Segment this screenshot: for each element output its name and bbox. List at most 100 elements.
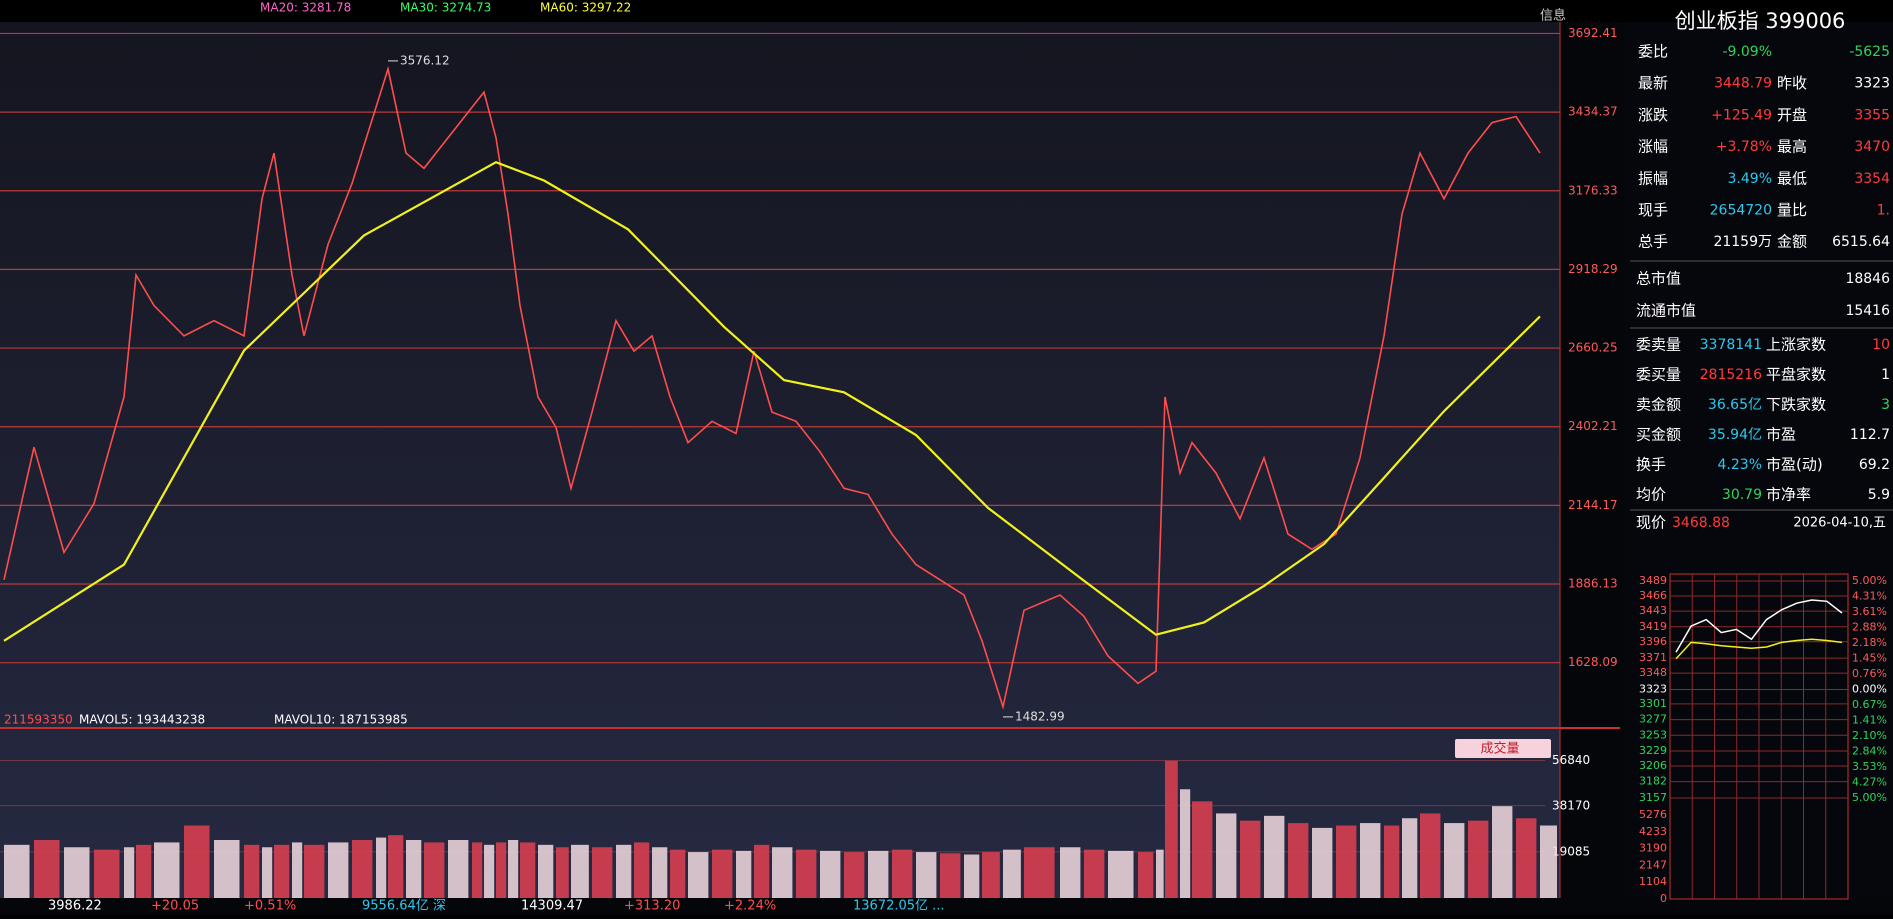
quote-value: 10: [1872, 337, 1890, 353]
volume-bar: [940, 853, 961, 898]
quote-label: 均价: [1636, 486, 1666, 504]
intraday-price-tick: 3323: [1639, 683, 1667, 696]
info-button[interactable]: 信息: [1540, 8, 1566, 24]
y-tick-label: 3176.33: [1568, 183, 1618, 197]
volume-bar: [352, 840, 373, 898]
date: 2026-04-10,五: [1793, 516, 1886, 531]
quote-value: 3: [1881, 397, 1890, 413]
volume-button-label[interactable]: 成交量: [1480, 741, 1519, 757]
volume-bar: [820, 850, 841, 898]
volume-bar: [1180, 789, 1191, 898]
volume-bar: [868, 850, 889, 898]
quote-value: +3.78%: [1716, 139, 1772, 155]
volume-bar: [796, 849, 817, 898]
volume-bar: [1444, 823, 1465, 898]
y-tick-label: 1886.13: [1568, 577, 1618, 591]
quote-value: 112.7: [1850, 427, 1890, 443]
intraday-pct-tick: 4.27%: [1852, 776, 1887, 789]
intraday-line: [1675, 638, 1843, 660]
intraday-pct-tick: 1.45%: [1852, 652, 1887, 665]
volume-bar: [472, 842, 483, 898]
status-text: +20.05: [151, 899, 199, 914]
intraday-price-tick: 3489: [1639, 574, 1667, 587]
quote-value: 1: [1881, 367, 1890, 383]
intraday-pct-tick: 2.10%: [1852, 729, 1887, 742]
volume-bar: [124, 847, 135, 898]
intraday-price-tick: 3348: [1639, 666, 1667, 679]
intraday-price-tick: 3396: [1639, 635, 1667, 648]
status-text: +0.51%: [244, 899, 296, 914]
quote-value: 3378141: [1700, 337, 1762, 353]
quote-value: 4.23%: [1718, 457, 1762, 473]
volume-bar: [376, 837, 387, 898]
volume-bar: [34, 840, 60, 898]
quote-label: 量比: [1777, 201, 1807, 219]
volume-bar: [1492, 806, 1513, 898]
quote-value: 3470: [1854, 139, 1890, 155]
quote-label: 委卖量: [1636, 336, 1681, 354]
volume-bar: [556, 847, 569, 898]
intraday-pct-tick: 2.84%: [1852, 745, 1887, 758]
volume-bar: [1084, 849, 1105, 898]
quote-label: 上涨家数: [1766, 336, 1826, 354]
quote-value: 30.79: [1722, 487, 1762, 503]
intraday-pct-tick: 1.41%: [1852, 714, 1887, 727]
intraday-price-tick: 3419: [1639, 620, 1667, 633]
volume-bar: [292, 842, 303, 898]
volume-bar: [304, 844, 325, 898]
quote-value: 18846: [1845, 271, 1890, 287]
quote-label: 卖金额: [1636, 396, 1681, 414]
intraday-pct-tick: 2.88%: [1852, 621, 1887, 634]
volume-button[interactable]: [1455, 739, 1551, 758]
volume-bar: [1516, 818, 1537, 898]
intraday-volume-tick: 2147: [1639, 858, 1667, 871]
volume-bar: [1288, 823, 1309, 898]
quote-value: 1.: [1877, 203, 1890, 219]
quote-label: 市盈(动): [1766, 456, 1823, 474]
volume-bar: [652, 847, 668, 898]
quote-label: 买金额: [1636, 426, 1681, 444]
volume-bar: [538, 844, 554, 898]
quote-value: -9.09%: [1722, 44, 1772, 60]
quote-title: 创业板指 399006: [1675, 9, 1846, 33]
volume-bar: [1402, 818, 1418, 898]
quote-label: 平盘家数: [1766, 366, 1826, 384]
quote-label: 委买量: [1636, 366, 1681, 384]
volume-bar: [1024, 847, 1055, 898]
volume-bar: [964, 854, 980, 898]
quote-value: 2815216: [1700, 367, 1762, 383]
volume-bar: [712, 849, 733, 898]
volume-bar: [736, 850, 752, 898]
quote-label: 最低: [1777, 169, 1807, 187]
volume-bar: [214, 840, 240, 898]
volume-bar: [1138, 852, 1154, 898]
volume-bar: [274, 844, 290, 898]
volume-legend: MAVOL10: 187153985: [274, 713, 408, 727]
intraday-price-tick: 3443: [1639, 604, 1667, 617]
volume-bar: [1384, 825, 1400, 898]
volume-bar: [4, 844, 30, 898]
quote-label: 涨幅: [1638, 138, 1668, 156]
quote-value: 3.49%: [1728, 171, 1772, 187]
quote-value: 3355: [1854, 107, 1890, 123]
quote-label: 总手: [1638, 233, 1668, 251]
volume-bar: [892, 849, 913, 898]
volume-bar: [634, 842, 650, 898]
volume-bar: [508, 840, 519, 898]
quote-label: 下跌家数: [1766, 396, 1826, 414]
intraday-volume-tick: 1104: [1639, 875, 1667, 888]
y-tick-label: 3692.41: [1568, 26, 1618, 40]
intraday-price-tick: 3229: [1639, 744, 1667, 757]
volume-bar: [670, 849, 686, 898]
volume-bar: [388, 835, 404, 898]
volume-bar: [1468, 820, 1489, 898]
volume-bar: [64, 847, 90, 898]
volume-bar: [1003, 849, 1021, 898]
quote-label: 振幅: [1638, 169, 1668, 187]
volume-bar: [1192, 801, 1213, 898]
status-text: 13672.05亿 ...: [853, 899, 945, 914]
intraday-pct-tick: 0.00%: [1852, 683, 1887, 696]
quote-label: 现手: [1638, 201, 1668, 219]
intraday-pct-tick: 2.18%: [1852, 636, 1887, 649]
